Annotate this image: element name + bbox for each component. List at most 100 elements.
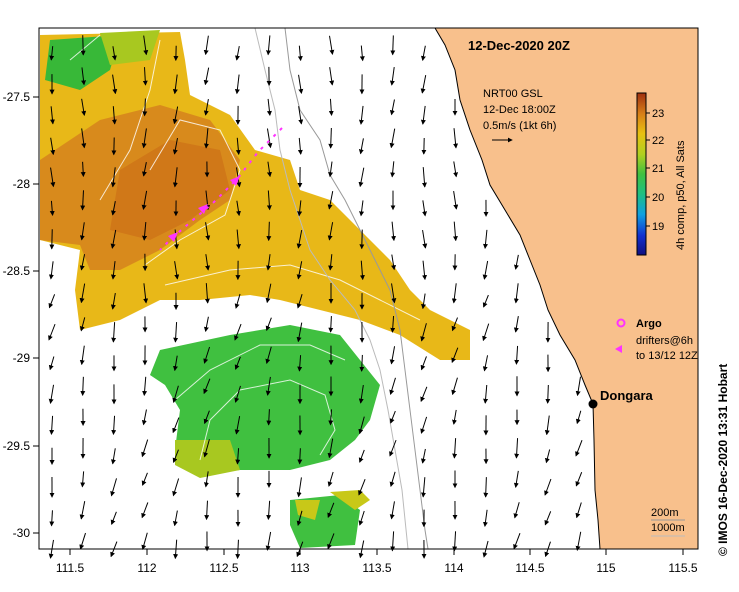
current-arrow [141,162,147,177]
y-tick-label: -28.5 [3,264,31,278]
current-arrow [266,35,271,56]
current-arrow [173,355,178,372]
colorbar-tick: 21 [652,163,664,175]
current-arrow [296,477,302,498]
place-marker-icon [588,399,598,409]
current-arrow [50,137,56,156]
current-arrow [482,260,489,280]
current-arrow [328,128,334,149]
current-arrow [389,410,396,424]
current-arrow [328,254,334,271]
current-arrow [451,317,458,332]
bathymetry-lines [254,28,429,549]
current-arrow [172,167,178,188]
current-arrow [110,511,117,525]
current-arrow [328,98,334,116]
current-arrow [172,510,178,527]
current-arrow [513,316,519,333]
current-arrow [327,502,335,519]
current-arrow [390,161,396,178]
current-arrow [203,471,209,488]
current-arrow [111,106,117,125]
current-arrow [110,229,117,249]
legend: Argo drifters@6h to 13/12 12Z [615,318,698,362]
current-arrow [203,346,211,364]
current-arrow [358,167,365,188]
x-tick-label: 113 [290,561,309,575]
current-arrow [420,323,427,342]
current-arrow [236,200,241,217]
current-arrow [328,316,334,333]
plot-frame [38,27,699,550]
current-arrow [359,229,365,250]
current-arrow [174,261,180,280]
current-arrow [173,322,179,343]
current-arrow [172,417,180,434]
current-arrow [296,322,303,343]
colorbar-tick: 20 [652,192,664,204]
current-arrow [328,409,334,426]
current-arrow [296,261,303,280]
current-arrow [141,409,147,426]
current-scale: 0.5m/s (1kt 6h) [483,120,556,132]
current-arrow [111,46,117,61]
bathy-200m-label: 200m [651,507,679,519]
current-arrow [390,35,396,56]
current-arrow [358,449,365,463]
x-tick-label: 112 [137,561,156,575]
current-arrow [234,293,241,309]
current-arrow [234,323,242,341]
current-arrow [112,74,118,95]
current-arrow [482,294,489,308]
current-arrow [389,99,395,116]
current-arrow [575,439,583,457]
current-arrow [203,98,209,116]
current-arrow [80,376,86,397]
current-arrow [110,293,116,310]
current-arrow [49,200,55,216]
current-arrow [79,317,86,332]
current-arrow [359,354,365,372]
current-arrow [389,66,395,86]
y-tick-label: -29.5 [3,439,31,453]
current-arrow [205,222,211,241]
current-arrow [266,98,272,116]
current-arrow [453,128,459,149]
x-axis: 111.5 112 112.5 113 113.5 114 114.5 115 … [56,549,698,575]
x-tick-label: 114 [444,561,463,575]
current-arrow [389,377,396,395]
current-arrow [235,448,241,465]
current-arrow [422,260,428,281]
current-arrow [266,161,272,178]
current-arrow [358,138,364,155]
current-arrow [513,502,520,519]
current-arrow [49,46,55,61]
current-arrow [482,323,490,342]
current-arrow [296,294,303,309]
current-arrow [422,200,428,217]
current-arrow [265,317,272,332]
current-arrow [544,449,551,464]
credit-label: © IMOS 16-Dec-2020 13:31 Hobart [716,364,730,556]
current-arrow [358,479,366,496]
current-arrow [297,45,303,62]
current-arrow [514,345,520,365]
current-arrow [265,346,272,365]
current-arrow [297,200,303,217]
current-arrow [452,438,458,459]
current-arrow [143,283,149,304]
current-arrow [79,501,86,520]
current-arrow [266,409,272,426]
current-arrow [575,472,583,487]
current-arrow [298,74,304,95]
current-arrow [327,471,334,487]
current-arrow [48,261,54,280]
current-arrow [390,315,396,333]
current-arrow [110,478,117,497]
current-arrow [298,106,304,125]
current-arrow [49,106,55,125]
current-arrow [545,384,551,404]
current-arrow [327,191,334,210]
current-arrow [79,283,86,304]
